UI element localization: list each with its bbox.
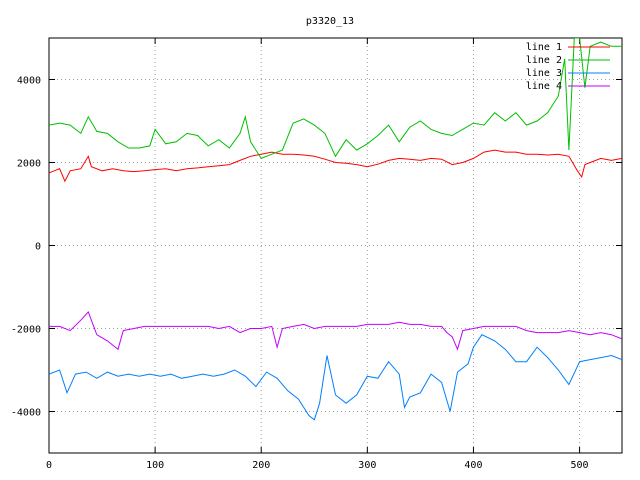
- legend-label-1: line 1: [526, 42, 562, 53]
- y-tick-label: 0: [35, 242, 41, 253]
- x-tick-label: 0: [46, 460, 52, 471]
- series-line-4: [49, 310, 622, 351]
- x-tick-label: 500: [571, 460, 589, 471]
- chart-title: p3320_13: [306, 16, 354, 27]
- y-tick-label: 4000: [17, 76, 41, 87]
- y-tick-label: -2000: [11, 325, 41, 336]
- legend: line 1 line 2 line 3 line 4: [526, 42, 610, 92]
- y-tick-label: -4000: [11, 408, 41, 419]
- series-group: [49, 38, 622, 421]
- series-line-3: [49, 334, 622, 421]
- series-line-1: [49, 149, 622, 183]
- legend-label-4: line 4: [526, 81, 562, 92]
- y-tick-label: 2000: [17, 159, 41, 170]
- x-tick-label: 200: [252, 460, 270, 471]
- legend-label-2: line 2: [526, 55, 562, 66]
- legend-label-3: line 3: [526, 68, 562, 79]
- x-tick-label: 100: [146, 460, 164, 471]
- axis-ticks: 0 100 200 300 400 500 -4000 -2000 0 2000 4000: [11, 38, 622, 471]
- x-tick-label: 400: [464, 460, 482, 471]
- x-tick-label: 300: [358, 460, 376, 471]
- series-line-2: [49, 38, 622, 160]
